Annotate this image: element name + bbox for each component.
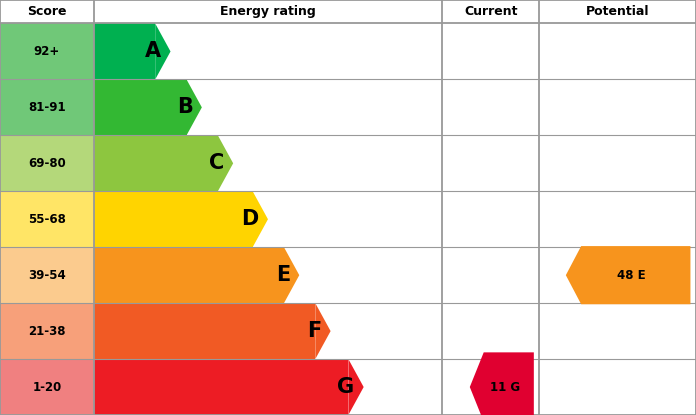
Polygon shape bbox=[253, 191, 268, 247]
Text: 69-80: 69-80 bbox=[28, 157, 66, 170]
Text: 92+: 92+ bbox=[34, 45, 60, 58]
Polygon shape bbox=[155, 24, 171, 79]
Polygon shape bbox=[284, 247, 299, 303]
Bar bbox=[94, 135, 218, 191]
Bar bbox=[94, 303, 315, 359]
Text: Current: Current bbox=[464, 5, 517, 18]
Polygon shape bbox=[348, 359, 363, 415]
Bar bbox=[94, 359, 348, 415]
Text: 81-91: 81-91 bbox=[28, 101, 66, 114]
Bar bbox=[0, 191, 94, 247]
Text: B: B bbox=[177, 98, 193, 117]
Text: 48 E: 48 E bbox=[617, 269, 646, 282]
Text: Energy rating: Energy rating bbox=[220, 5, 316, 18]
Text: G: G bbox=[338, 377, 354, 397]
Text: 1-20: 1-20 bbox=[32, 381, 62, 393]
Text: C: C bbox=[209, 153, 224, 173]
Polygon shape bbox=[218, 135, 233, 191]
Text: Score: Score bbox=[27, 5, 67, 18]
Bar bbox=[0, 135, 94, 191]
Polygon shape bbox=[566, 246, 690, 304]
Bar bbox=[0, 303, 94, 359]
Text: 21-38: 21-38 bbox=[29, 325, 65, 338]
Text: F: F bbox=[307, 321, 322, 341]
Bar bbox=[94, 191, 253, 247]
Bar bbox=[0, 247, 94, 303]
Text: 39-54: 39-54 bbox=[28, 269, 66, 282]
Polygon shape bbox=[187, 79, 202, 135]
Bar bbox=[0, 24, 94, 79]
Text: 55-68: 55-68 bbox=[28, 213, 66, 226]
Text: 11 G: 11 G bbox=[490, 381, 521, 393]
Text: E: E bbox=[276, 265, 290, 285]
Polygon shape bbox=[470, 352, 534, 415]
Bar bbox=[0, 79, 94, 135]
Bar bbox=[94, 247, 284, 303]
Text: Potential: Potential bbox=[586, 5, 649, 18]
Text: A: A bbox=[145, 42, 161, 61]
Bar bbox=[0, 359, 94, 415]
Bar bbox=[94, 24, 155, 79]
Bar bbox=[94, 79, 187, 135]
Text: D: D bbox=[242, 209, 259, 229]
Polygon shape bbox=[315, 303, 331, 359]
